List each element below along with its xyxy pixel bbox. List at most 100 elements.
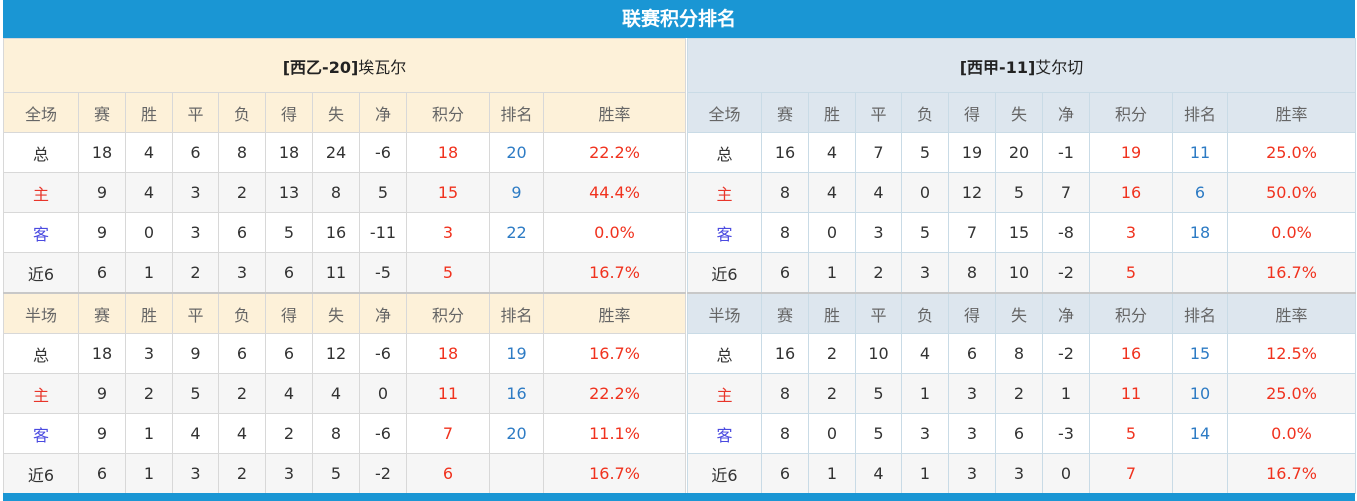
column-header: 平 (855, 292, 902, 334)
stat-cell: 14 (1172, 413, 1228, 454)
stat-cell: 25.0% (1227, 373, 1356, 414)
row-label: 客 (687, 413, 762, 454)
column-header: 负 (218, 292, 266, 334)
stat-cell: -6 (359, 413, 407, 454)
stat-cell: 9 (78, 413, 126, 454)
column-header: 全场 (687, 92, 762, 133)
stat-cell: 6 (995, 413, 1043, 454)
stat-cell: 8 (312, 413, 360, 454)
stat-cell (489, 453, 544, 494)
stat-cell: 20 (489, 413, 544, 454)
stat-cell: 18 (265, 132, 313, 173)
half-header-row: 半场赛胜平负得失净积分 排名 胜率 (3, 292, 686, 334)
stat-cell: 2 (808, 373, 856, 414)
table-row: 近6 6 1 3 2 3 5 -2 6 16.7% (3, 453, 686, 494)
column-header: 净 (1042, 92, 1090, 133)
table-row: 主 9 4 3 2 13 8 5 15 9 44.4% (3, 172, 686, 213)
stat-cell: -6 (359, 333, 407, 374)
team-name-header: [西乙-20]埃瓦尔 (3, 38, 686, 93)
stat-cell: 9 (78, 212, 126, 253)
column-header: 半场 (3, 292, 79, 334)
stat-cell: 5 (172, 373, 219, 414)
stat-cell: 1 (1042, 373, 1090, 414)
stat-cell: 1 (808, 453, 856, 494)
row-label: 近6 (3, 252, 79, 294)
stat-cell: 5 (901, 212, 949, 253)
column-header: 积分 (406, 292, 490, 334)
stat-cell: 16 (1089, 172, 1173, 213)
stat-cell: 5 (406, 252, 490, 294)
stat-cell: 3 (948, 413, 996, 454)
stat-cell: 16.7% (543, 453, 686, 494)
column-header: 得 (948, 92, 996, 133)
stat-cell: 6 (265, 333, 313, 374)
stat-cell: 5 (359, 172, 407, 213)
stat-cell: 3 (172, 453, 219, 494)
stat-cell: 7 (406, 413, 490, 454)
stat-cell: 7 (948, 212, 996, 253)
stat-cell: 8 (995, 333, 1043, 374)
stat-cell: 4 (808, 132, 856, 173)
column-header: 赛 (761, 292, 809, 334)
stat-cell: 16.7% (1227, 252, 1356, 294)
stat-cell: 11.1% (543, 413, 686, 454)
stat-cell: 4 (808, 172, 856, 213)
stat-cell: 18 (1172, 212, 1228, 253)
stat-cell: 8 (948, 252, 996, 294)
stat-cell: 15 (995, 212, 1043, 253)
stat-cell: 2 (995, 373, 1043, 414)
stat-cell: 11 (312, 252, 360, 294)
stat-cell: 3 (125, 333, 173, 374)
stat-cell: 5 (855, 373, 902, 414)
stat-cell: 4 (125, 132, 173, 173)
table-row: 客 8 0 3 5 7 15 -8 3 18 0.0% (687, 212, 1356, 253)
stat-cell: 8 (761, 413, 809, 454)
stat-cell: 9 (489, 172, 544, 213)
stat-cell: 10 (855, 333, 902, 374)
stat-cell (1172, 252, 1228, 294)
stat-cell: 2 (265, 413, 313, 454)
stat-cell: 4 (218, 413, 266, 454)
stat-cell: 0.0% (1227, 413, 1356, 454)
stat-cell: 9 (78, 172, 126, 213)
stat-cell: 1 (125, 453, 173, 494)
stat-cell (489, 252, 544, 294)
column-header: 失 (995, 92, 1043, 133)
stat-cell: 4 (901, 333, 949, 374)
stat-cell: 3 (172, 172, 219, 213)
table-row: 主 8 2 5 1 3 2 1 11 10 25.0% (687, 373, 1356, 414)
stat-cell: 2 (125, 373, 173, 414)
column-header: 失 (312, 292, 360, 334)
home-team-standings: [西乙-20]埃瓦尔 全场赛胜平负得失净积分 排名 胜率总 18 4 6 8 18 24 -6 18 2… (3, 38, 686, 494)
table-row: 主 8 4 4 0 12 5 7 16 6 50.0% (687, 172, 1356, 213)
stat-cell: 11 (1089, 373, 1173, 414)
stat-cell: 22.2% (543, 132, 686, 173)
column-header: 胜 (808, 292, 856, 334)
stat-cell: 1 (808, 252, 856, 294)
column-header: 失 (312, 92, 360, 133)
stat-cell: 15 (406, 172, 490, 213)
stat-cell: 6 (218, 212, 266, 253)
stat-cell: 6 (172, 132, 219, 173)
column-header: 得 (948, 292, 996, 334)
stat-cell: 0 (901, 172, 949, 213)
row-label: 主 (3, 373, 79, 414)
stat-cell: 3 (406, 212, 490, 253)
stat-cell: 6 (78, 252, 126, 294)
stat-cell: 3 (901, 252, 949, 294)
team-name-header: [西甲-11]艾尔切 (687, 38, 1356, 93)
column-header: 得 (265, 92, 313, 133)
row-label: 近6 (687, 453, 762, 494)
row-label: 客 (3, 413, 79, 454)
column-header: 负 (218, 92, 266, 133)
table-row: 总 16 2 10 4 6 8 -2 16 15 12.5% (687, 333, 1356, 374)
table-row: 近6 6 1 4 1 3 3 0 7 16.7% (687, 453, 1356, 494)
column-header: 净 (1042, 292, 1090, 334)
column-header: 失 (995, 292, 1043, 334)
stat-cell: 13 (265, 172, 313, 213)
stat-cell: 3 (855, 212, 902, 253)
stat-cell: 4 (855, 453, 902, 494)
stat-cell: 5 (312, 453, 360, 494)
row-label: 总 (687, 132, 762, 173)
stat-cell: 6 (78, 453, 126, 494)
